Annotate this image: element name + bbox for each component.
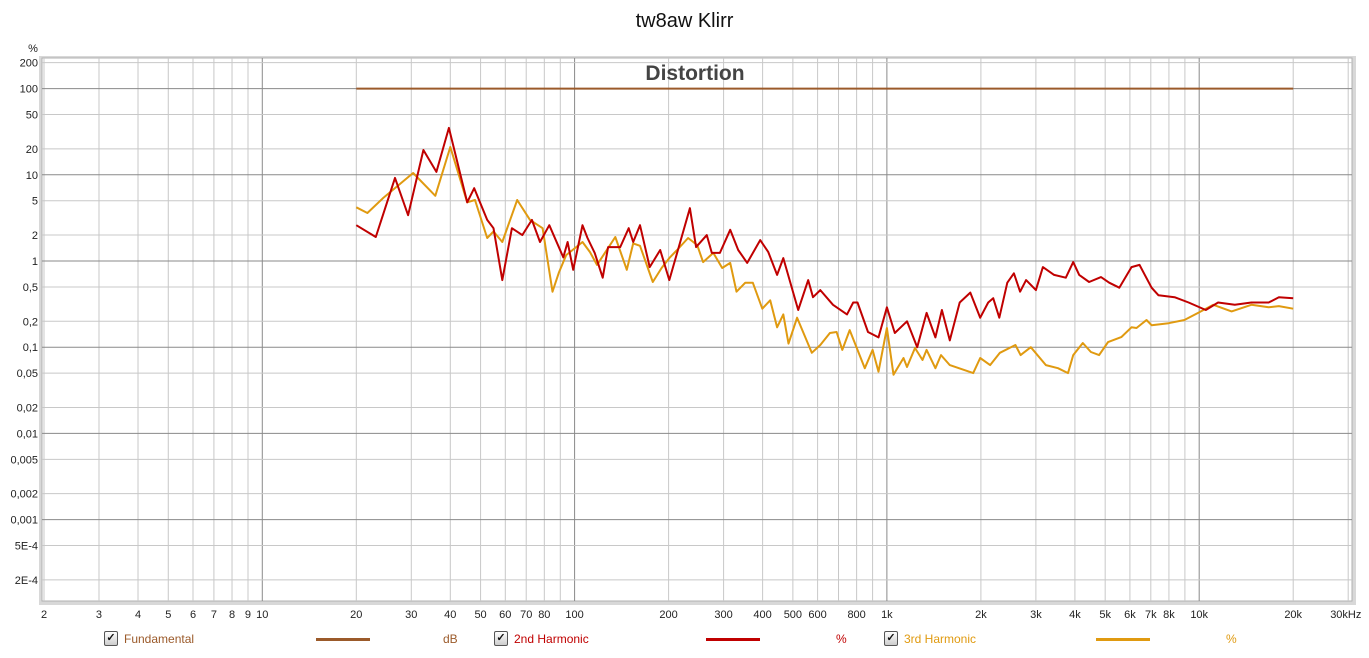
legend-line-swatch <box>706 638 760 641</box>
legend-unit: % <box>836 632 847 646</box>
legend-item-2nd-harmonic: ✓ 2nd Harmonic % <box>494 631 854 647</box>
y-tick-label: 0,01 <box>17 428 38 440</box>
x-tick-label: 3 <box>96 609 102 621</box>
x-tick-label: 4 <box>135 609 141 621</box>
x-tick-label: 20 <box>350 609 362 621</box>
x-tick-label: 6 <box>190 609 196 621</box>
y-tick-label: 2E-4 <box>15 575 38 587</box>
x-tick-label: 30kHz <box>1330 609 1361 621</box>
y-axis-label: % <box>28 43 38 55</box>
x-tick-label: 50 <box>474 609 486 621</box>
y-tick-label: 20 <box>26 144 38 156</box>
y-tick-label: 1 <box>32 256 38 268</box>
x-tick-label: 300 <box>714 609 732 621</box>
x-tick-label: 4k <box>1069 609 1081 621</box>
x-tick-label: 1k <box>881 609 893 621</box>
legend-line-swatch <box>316 638 370 641</box>
y-tick-label: 0,5 <box>23 282 38 294</box>
legend-unit: dB <box>443 632 458 646</box>
x-tick-label: 70 <box>520 609 532 621</box>
x-tick-label: 600 <box>808 609 826 621</box>
chart-title: tw8aw Klirr <box>635 10 734 32</box>
y-tick-label: 0,001 <box>10 515 38 527</box>
y-tick-label: 0,005 <box>10 454 38 466</box>
y-tick-label: 2 <box>32 230 38 242</box>
series-line-2nd-harmonic <box>355 126 1294 349</box>
plot-frame <box>39 56 1356 605</box>
x-tick-label: 800 <box>847 609 865 621</box>
y-tick-label: 100 <box>20 84 38 96</box>
x-tick-label: 2k <box>975 609 987 621</box>
y-tick-label: 5E-4 <box>15 541 38 553</box>
legend-label: Fundamental <box>124 632 195 646</box>
x-tick-label: 40 <box>444 609 456 621</box>
x-tick-label: 30 <box>405 609 417 621</box>
y-tick-label: 0,002 <box>10 489 38 501</box>
x-tick-label: 10 <box>256 609 268 621</box>
x-tick-label: 3k <box>1030 609 1042 621</box>
y-tick-label: 0,02 <box>17 402 38 414</box>
y-tick-label: 200 <box>20 58 38 70</box>
x-tick-label: 400 <box>753 609 771 621</box>
fundamental-checkbox[interactable]: ✓ <box>104 631 118 646</box>
legend-label: 2nd Harmonic <box>514 632 589 646</box>
y-tick-label: 0,1 <box>23 342 38 354</box>
y-tick-label: 0,2 <box>23 316 38 328</box>
legend-item-fundamental: ✓ Fundamental dB <box>104 631 464 647</box>
3rd-harmonic-checkbox[interactable]: ✓ <box>884 631 898 646</box>
x-tick-label: 500 <box>784 609 802 621</box>
x-tick-label: 5k <box>1099 609 1111 621</box>
chart-subtitle: Distortion <box>645 62 745 85</box>
x-tick-label: 5 <box>165 609 171 621</box>
curves <box>355 87 1294 376</box>
legend-line-swatch <box>1096 638 1150 641</box>
series-line-3rd-harmonic <box>355 146 1294 376</box>
x-tick-label: 60 <box>499 609 511 621</box>
y-tick-label: 0,05 <box>17 368 38 380</box>
y-tick-label: 5 <box>32 196 38 208</box>
x-tick-label: 2 <box>41 609 47 621</box>
x-tick-label: 7 <box>211 609 217 621</box>
x-tick-label: 9 <box>245 609 251 621</box>
x-tick-label: 100 <box>565 609 583 621</box>
legend-item-3rd-harmonic: ✓ 3rd Harmonic % <box>884 631 1244 647</box>
x-tick-label: 80 <box>538 609 550 621</box>
legend-unit: % <box>1226 632 1237 646</box>
x-tick-label: 7k <box>1145 609 1157 621</box>
x-tick-label: 200 <box>659 609 677 621</box>
x-tick-label: 8 <box>229 609 235 621</box>
y-tick-label: 10 <box>26 170 38 182</box>
2nd-harmonic-checkbox[interactable]: ✓ <box>494 631 508 646</box>
legend-label: 3rd Harmonic <box>904 632 977 646</box>
y-axis-ticks: 200 100 50 20 10 5 2 1 0,5 0,2 0,1 0,05 0,02 0,01 0,00… <box>10 43 38 587</box>
x-tick-label: 8k <box>1163 609 1175 621</box>
x-axis-ticks: 2 3 4 5 6 7 8 9 10 20 30 40 50 60 70 80 100 200 300 400 500 6… <box>41 609 1361 621</box>
y-tick-label: 50 <box>26 110 38 122</box>
x-tick-label: 20k <box>1284 609 1302 621</box>
x-tick-label: 6k <box>1124 609 1136 621</box>
x-tick-label: 10k <box>1190 609 1208 621</box>
